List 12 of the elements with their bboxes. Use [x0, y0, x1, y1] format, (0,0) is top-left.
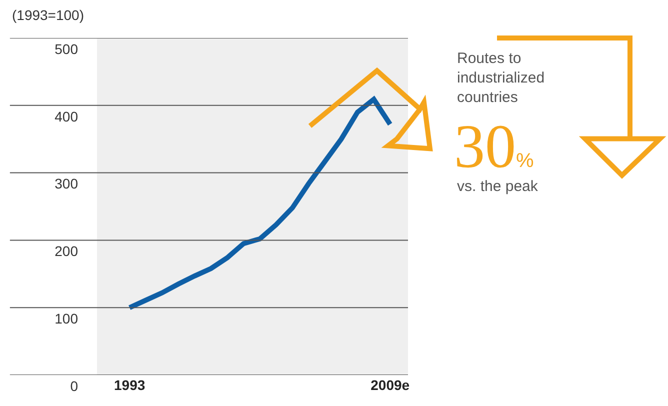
x-tick-label: 1993 [114, 377, 146, 393]
text: Routes to industrialized countries [457, 50, 545, 106]
y-tick-label: 200 [54, 243, 78, 260]
text: vs. the peak [457, 178, 538, 195]
y-tick-label: 100 [54, 310, 78, 326]
text: 30% [454, 113, 534, 181]
x-tick-label: 2009e [370, 377, 410, 393]
y-axis-title: (1993=100) [12, 7, 84, 23]
y-tick-label: 400 [54, 108, 78, 124]
y-tick-label: 500 [54, 40, 78, 57]
y-tick-label: 300 [54, 176, 78, 192]
y-tick-label: 0 [70, 378, 78, 394]
